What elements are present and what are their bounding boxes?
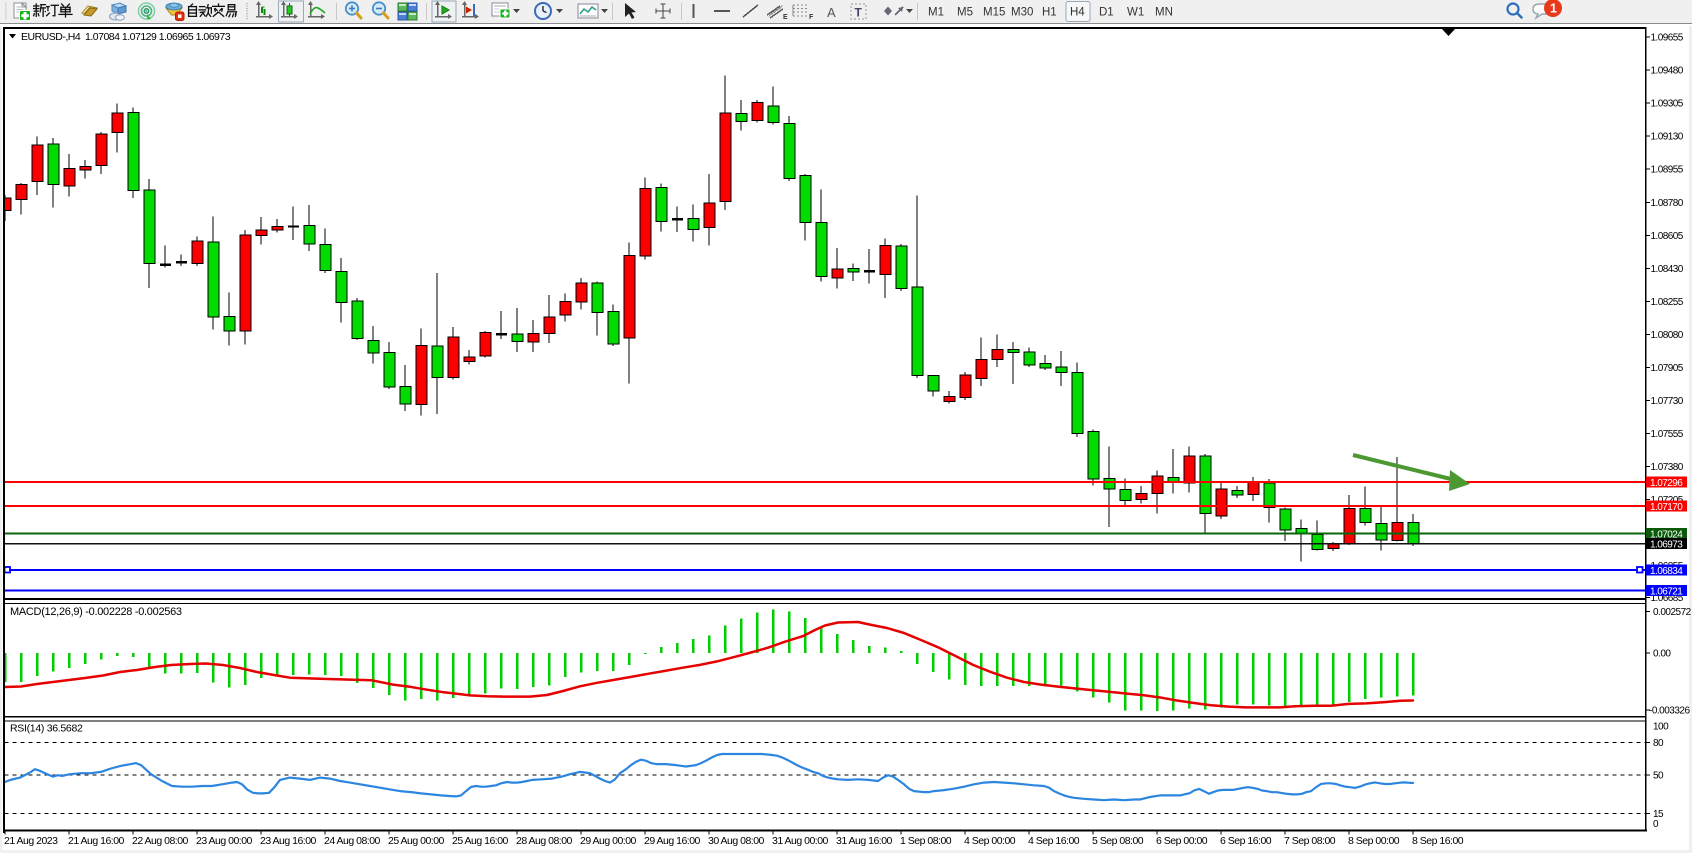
svg-text:4 Sep 16:00: 4 Sep 16:00 xyxy=(1028,835,1080,847)
svg-text:RSI(14) 36.5682: RSI(14) 36.5682 xyxy=(10,723,83,735)
svg-text:1.07905: 1.07905 xyxy=(1651,363,1684,374)
svg-text:M15: M15 xyxy=(983,7,1005,19)
svg-text:1.06721: 1.06721 xyxy=(1650,587,1683,598)
svg-text:1.08605: 1.08605 xyxy=(1651,231,1684,242)
svg-text:0: 0 xyxy=(1653,819,1659,830)
svg-text:0.002572: 0.002572 xyxy=(1653,607,1692,618)
svg-text:1.08255: 1.08255 xyxy=(1651,297,1684,308)
svg-text:100: 100 xyxy=(1653,722,1669,733)
svg-text:21 Aug 2023: 21 Aug 2023 xyxy=(4,835,58,847)
svg-text:30 Aug 08:00: 30 Aug 08:00 xyxy=(708,835,765,847)
svg-text:23 Aug 16:00: 23 Aug 16:00 xyxy=(260,835,317,847)
svg-text:1.09305: 1.09305 xyxy=(1651,99,1684,110)
svg-text:1.07205: 1.07205 xyxy=(1651,495,1684,506)
svg-text:1.07170: 1.07170 xyxy=(1650,502,1683,513)
svg-text:1.07730: 1.07730 xyxy=(1651,396,1684,407)
svg-text:80: 80 xyxy=(1653,738,1664,749)
svg-text:T: T xyxy=(855,6,863,20)
svg-text:24 Aug 08:00: 24 Aug 08:00 xyxy=(324,835,381,847)
svg-text:1.07380: 1.07380 xyxy=(1651,462,1684,473)
svg-text:M30: M30 xyxy=(1011,7,1033,19)
svg-text:EURUSD-,H4 1.07084 1.07129 1.: EURUSD-,H4 1.07084 1.07129 1.06965 1.069… xyxy=(21,31,231,43)
svg-text:MN: MN xyxy=(1155,7,1173,19)
svg-text:1.08430: 1.08430 xyxy=(1651,264,1684,275)
svg-text:7 Sep 08:00: 7 Sep 08:00 xyxy=(1284,835,1336,847)
svg-text:MACD(12,26,9) -0.002228 -0.002: MACD(12,26,9) -0.002228 -0.002563 xyxy=(10,606,182,618)
svg-text:1.06973: 1.06973 xyxy=(1650,540,1683,551)
svg-text:M5: M5 xyxy=(957,7,973,19)
svg-text:0.00: 0.00 xyxy=(1653,649,1671,660)
svg-text:22 Aug 08:00: 22 Aug 08:00 xyxy=(132,835,189,847)
svg-text:1.09655: 1.09655 xyxy=(1651,33,1684,44)
svg-text:4 Sep 00:00: 4 Sep 00:00 xyxy=(964,835,1016,847)
svg-text:21 Aug 16:00: 21 Aug 16:00 xyxy=(68,835,125,847)
svg-text:23 Aug 00:00: 23 Aug 00:00 xyxy=(196,835,253,847)
svg-text:1.08955: 1.08955 xyxy=(1651,165,1684,176)
svg-text:1.07555: 1.07555 xyxy=(1651,429,1684,440)
svg-text:31 Aug 00:00: 31 Aug 00:00 xyxy=(772,835,829,847)
svg-text:6 Sep 00:00: 6 Sep 00:00 xyxy=(1156,835,1208,847)
svg-text:1.09130: 1.09130 xyxy=(1651,132,1684,143)
svg-text:A: A xyxy=(827,5,836,20)
svg-text:8 Sep 16:00: 8 Sep 16:00 xyxy=(1412,835,1464,847)
svg-text:25 Aug 00:00: 25 Aug 00:00 xyxy=(388,835,445,847)
svg-text:1.08080: 1.08080 xyxy=(1651,330,1684,341)
svg-text:1.08780: 1.08780 xyxy=(1651,198,1684,209)
svg-text:H4: H4 xyxy=(1070,7,1085,19)
svg-text:5 Sep 08:00: 5 Sep 08:00 xyxy=(1092,835,1144,847)
svg-text:-0.003326: -0.003326 xyxy=(1649,706,1690,717)
svg-text:F: F xyxy=(809,14,814,21)
svg-text:D1: D1 xyxy=(1099,7,1114,19)
svg-text:25 Aug 16:00: 25 Aug 16:00 xyxy=(452,835,509,847)
svg-text:8 Sep 00:00: 8 Sep 00:00 xyxy=(1348,835,1400,847)
svg-text:6 Sep 16:00: 6 Sep 16:00 xyxy=(1220,835,1272,847)
svg-text:28 Aug 08:00: 28 Aug 08:00 xyxy=(516,835,573,847)
svg-text:M1: M1 xyxy=(928,7,944,19)
svg-text:31 Aug 16:00: 31 Aug 16:00 xyxy=(836,835,893,847)
svg-text:1.07024: 1.07024 xyxy=(1650,530,1683,541)
svg-text:1.06685: 1.06685 xyxy=(1651,593,1684,604)
svg-text:15: 15 xyxy=(1653,809,1664,820)
svg-text:E: E xyxy=(783,14,788,21)
svg-text:1 Sep 08:00: 1 Sep 08:00 xyxy=(900,835,952,847)
svg-text:H1: H1 xyxy=(1042,7,1057,19)
svg-text:W1: W1 xyxy=(1127,7,1144,19)
svg-text:1: 1 xyxy=(1550,2,1557,16)
svg-text:1.06834: 1.06834 xyxy=(1650,566,1683,577)
svg-text:50: 50 xyxy=(1653,770,1664,781)
svg-text:29 Aug 00:00: 29 Aug 00:00 xyxy=(580,835,637,847)
svg-text:1.07296: 1.07296 xyxy=(1650,478,1683,489)
svg-text:29 Aug 16:00: 29 Aug 16:00 xyxy=(644,835,701,847)
svg-text:1.09480: 1.09480 xyxy=(1651,66,1684,77)
